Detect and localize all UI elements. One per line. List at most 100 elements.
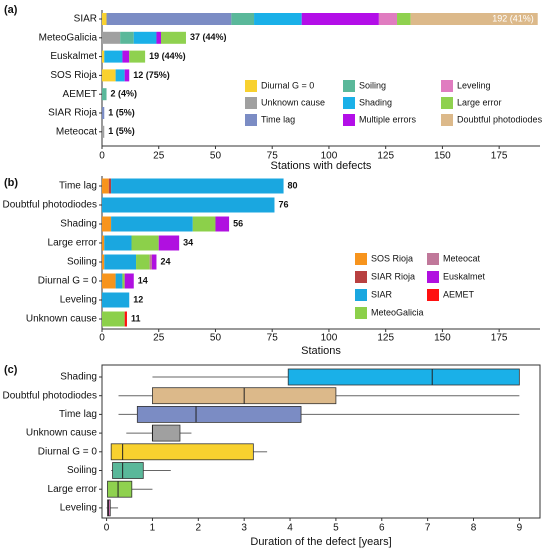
legend-swatch — [245, 114, 257, 126]
legend-label: Large error — [457, 97, 502, 107]
bar-segment — [102, 273, 116, 289]
x-tick-label: 25 — [153, 151, 165, 162]
bar-segment — [124, 69, 130, 82]
bar-segment — [231, 13, 255, 25]
bar-segment — [129, 50, 146, 63]
y-tick-label: Soiling — [67, 257, 97, 268]
legend-label: Meteocat — [443, 253, 481, 263]
x-tick-label: 8 — [471, 523, 477, 534]
legend-swatch — [343, 80, 355, 92]
legend-label: Time lag — [261, 114, 295, 124]
legend-label: Euskalmet — [443, 271, 486, 281]
bar-segment — [102, 235, 105, 251]
total-label: 19 (44%) — [149, 51, 186, 61]
bar-segment — [192, 216, 216, 232]
y-tick-label: Large error — [48, 238, 98, 249]
box — [107, 480, 133, 498]
box — [287, 368, 520, 386]
y-tick-label: Soiling — [67, 465, 97, 476]
x-axis-label: Stations — [301, 345, 341, 357]
legend-label: Leveling — [457, 80, 491, 90]
y-tick-label: Doubtful photodiodes — [2, 200, 97, 211]
legend-label: SIAR Rioja — [371, 271, 415, 281]
y-tick-label: Time lag — [59, 409, 97, 420]
x-tick-label: 2 — [196, 523, 202, 534]
y-tick-label: Leveling — [60, 503, 97, 514]
bar-segment — [254, 13, 302, 25]
x-tick-label: 4 — [287, 523, 293, 534]
bar-segment — [158, 235, 180, 251]
bar-segment — [215, 216, 230, 232]
y-tick-label: Doubtful photodiodes — [2, 390, 97, 401]
total-label: 14 — [138, 275, 148, 285]
legend-swatch — [441, 114, 453, 126]
total-label: 24 — [160, 256, 170, 266]
total-label: 37 (44%) — [190, 32, 227, 42]
bar-segment — [124, 273, 134, 289]
bar-segment — [102, 125, 105, 138]
total-label: 11 — [131, 313, 141, 323]
total-label: 1 (5%) — [108, 126, 135, 136]
x-tick-label: 75 — [267, 151, 279, 162]
x-tick-label: 7 — [425, 523, 431, 534]
y-tick-label: Shading — [60, 372, 97, 383]
legend-label: SOS Rioja — [371, 253, 413, 263]
legend-label: Diurnal G = 0 — [261, 80, 314, 90]
bar-segment — [410, 13, 538, 25]
y-tick-label: Diurnal G = 0 — [38, 446, 98, 457]
legend-label: Shading — [359, 97, 392, 107]
bar-segment — [301, 13, 379, 25]
y-tick-label: SIAR — [74, 14, 97, 25]
x-tick-label: 50 — [210, 333, 222, 344]
legend-label: Unknown cause — [261, 97, 325, 107]
legend-label: Doubtful photodiodes — [457, 114, 543, 124]
legend-label: AEMET — [443, 289, 475, 299]
panel-label: (a) — [4, 4, 18, 16]
bar-segment — [136, 254, 150, 270]
x-tick-label: 3 — [241, 523, 247, 534]
x-tick-label: 5 — [333, 523, 339, 534]
x-tick-label: 150 — [434, 333, 451, 344]
bar-segment — [102, 31, 121, 44]
bar-segment — [102, 311, 125, 327]
box — [136, 405, 302, 423]
bar-segment — [108, 178, 112, 194]
bar-segment — [111, 178, 284, 194]
bar-segment — [111, 216, 193, 232]
y-tick-label: Time lag — [59, 181, 97, 192]
x-tick-label: 1 — [150, 523, 156, 534]
y-tick-label: Large error — [48, 484, 98, 495]
x-tick-label: 0 — [99, 151, 105, 162]
bar-segment — [102, 107, 105, 119]
legend-swatch — [355, 253, 367, 265]
legend-label: Soiling — [359, 80, 386, 90]
total-label: 12 — [133, 294, 143, 304]
legend-swatch — [427, 289, 439, 301]
bar-segment — [149, 254, 152, 270]
y-tick-label: Unknown cause — [26, 428, 98, 439]
legend-box — [241, 76, 536, 128]
bar-segment — [156, 31, 162, 44]
x-axis-label: Duration of the defect [years] — [250, 536, 391, 548]
y-tick-label: Shading — [60, 219, 97, 230]
bar-segment — [131, 235, 159, 251]
x-tick-label: 6 — [379, 523, 385, 534]
bar-segment — [102, 292, 130, 308]
bar-segment — [122, 273, 125, 289]
bar-segment — [102, 178, 109, 194]
bar-segment — [115, 273, 123, 289]
box — [110, 443, 254, 461]
bar-segment — [104, 235, 132, 251]
bar-segment — [122, 50, 130, 63]
bar-segment — [104, 50, 123, 63]
total-label: 76 — [278, 199, 288, 209]
legend-swatch — [441, 80, 453, 92]
x-tick-label: 175 — [491, 151, 508, 162]
x-tick-label: 0 — [104, 523, 110, 534]
bar-segment — [102, 13, 107, 25]
total-label: 192 (41%) — [492, 13, 534, 23]
y-tick-label: Meteocat — [56, 126, 97, 137]
y-tick-label: SOS Rioja — [50, 70, 97, 81]
y-tick-label: AEMET — [63, 89, 97, 100]
